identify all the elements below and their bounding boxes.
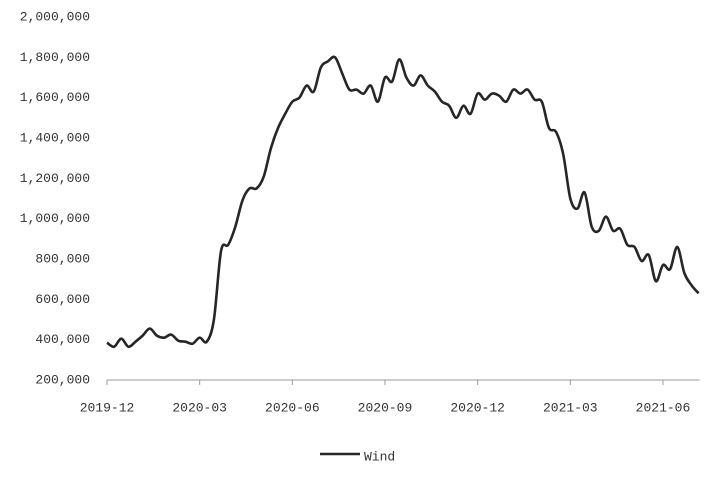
y-tick-label: 1,800,000 <box>20 50 90 65</box>
y-tick-label: 2,000,000 <box>20 9 90 24</box>
x-tick-label: 2020-03 <box>172 400 227 415</box>
x-tick-label: 2021-03 <box>543 400 598 415</box>
y-tick-label: 400,000 <box>35 332 90 347</box>
x-tick-label: 2020-12 <box>450 400 505 415</box>
legend-label: Wind <box>364 449 395 464</box>
line-series <box>106 55 700 349</box>
x-tick-label: 2020-09 <box>358 400 413 415</box>
x-tick-label: 2021-06 <box>636 400 691 415</box>
x-tick-label: 2020-06 <box>265 400 320 415</box>
y-tick-label: 800,000 <box>35 251 90 266</box>
y-tick-label: 1,200,000 <box>20 171 90 186</box>
y-tick-label: 1,400,000 <box>20 130 90 145</box>
y-tick-label: 1,600,000 <box>20 90 90 105</box>
x-tick-label: 2019-12 <box>80 400 135 415</box>
y-tick-label: 600,000 <box>35 292 90 307</box>
y-tick-label: 1,000,000 <box>20 211 90 226</box>
y-tick-label: 200,000 <box>35 372 90 387</box>
